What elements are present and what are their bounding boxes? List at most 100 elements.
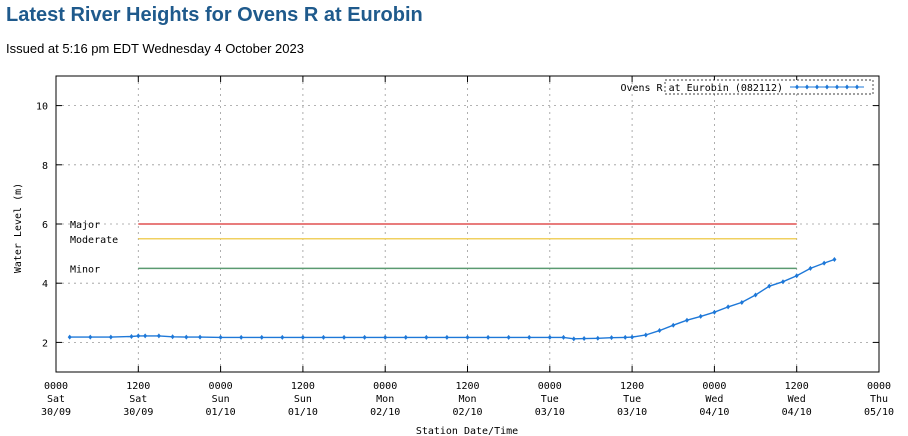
data-point <box>657 328 662 334</box>
data-point <box>698 313 703 319</box>
x-tick-label: 1200 <box>620 381 644 392</box>
x-tick-label: 1200 <box>785 381 809 392</box>
y-tick-label: 8 <box>42 161 48 172</box>
x-tick-label: Sat <box>129 394 147 405</box>
x-tick-label: 0000 <box>867 381 891 392</box>
data-point <box>822 260 827 266</box>
data-point <box>362 334 367 340</box>
x-tick-label: 0000 <box>209 381 233 392</box>
data-point <box>609 335 614 341</box>
legend-marker <box>845 84 849 90</box>
threshold-label-minor: Minor <box>70 264 100 275</box>
x-axis: 0000 Sat 30/09 1200 Sat 30/09 0000 Sun 01/10 1200… <box>41 76 894 418</box>
x-tick-label: Wed <box>788 394 806 405</box>
threshold-label-major: Major <box>70 220 100 231</box>
x-tick-label: Tue <box>541 394 559 405</box>
data-point <box>595 335 600 341</box>
data-point <box>280 334 285 340</box>
y-tick-label: 10 <box>36 102 48 113</box>
data-point <box>712 309 717 315</box>
data-point <box>108 334 113 340</box>
x-tick-label: Wed <box>705 394 723 405</box>
data-point <box>259 334 264 340</box>
x-tick-label: Mon <box>376 394 394 405</box>
data-point <box>753 292 758 298</box>
data-point <box>465 334 470 340</box>
x-tick-label: 03/10 <box>617 407 647 418</box>
data-point <box>671 322 676 328</box>
legend-marker <box>805 84 809 90</box>
x-tick-label: 30/09 <box>123 407 153 418</box>
legend-marker <box>795 84 799 90</box>
legend-marker <box>855 84 859 90</box>
data-point <box>88 334 93 340</box>
data-point <box>527 334 532 340</box>
data-point <box>67 334 72 340</box>
x-tick-label: Mon <box>458 394 476 405</box>
x-tick-label: 01/10 <box>206 407 236 418</box>
x-tick-label: Sat <box>47 394 65 405</box>
data-point <box>571 336 576 342</box>
y-axis: 2 4 6 8 10 <box>36 102 879 349</box>
legend-box <box>664 79 874 95</box>
x-tick-label: 02/10 <box>370 407 400 418</box>
page-title: Latest River Heights for Ovens R at Euro… <box>6 4 423 26</box>
data-point <box>170 334 175 340</box>
data-point <box>623 334 628 340</box>
threshold-lines: Major Moderate Minor <box>70 220 797 275</box>
y-axis-label: Water Level (m) <box>13 183 24 273</box>
data-point <box>506 334 511 340</box>
data-point <box>424 334 429 340</box>
threshold-label-moderate: Moderate <box>70 235 118 246</box>
data-point <box>582 336 587 342</box>
x-tick-label: 1200 <box>126 381 150 392</box>
data-point <box>342 334 347 340</box>
data-point <box>444 334 449 340</box>
data-point <box>767 283 772 289</box>
data-point <box>198 334 203 340</box>
data-point <box>403 334 408 340</box>
y-tick-label: 4 <box>42 279 48 290</box>
data-point <box>547 334 552 340</box>
data-point <box>218 334 223 340</box>
data-point <box>630 334 635 340</box>
legend-marker <box>835 84 839 90</box>
data-point <box>643 332 648 338</box>
data-point <box>184 334 189 340</box>
series-line <box>69 258 835 340</box>
data-point <box>136 333 141 339</box>
x-tick-label: Sun <box>294 394 312 405</box>
x-tick-label: Sun <box>212 394 230 405</box>
x-tick-label: Tue <box>623 394 641 405</box>
data-point <box>156 333 161 339</box>
x-tick-label: 01/10 <box>288 407 318 418</box>
data-point <box>780 279 785 285</box>
legend-marker <box>815 84 819 90</box>
data-point <box>383 334 388 340</box>
data-point <box>726 304 731 310</box>
x-tick-label: Thu <box>870 394 888 405</box>
x-tick-label: 05/10 <box>864 407 894 418</box>
data-point <box>129 333 134 339</box>
data-point <box>832 257 837 263</box>
data-point <box>143 333 148 339</box>
data-point <box>300 334 305 340</box>
issued-timestamp: Issued at 5:16 pm EDT Wednesday 4 Octobe… <box>6 41 304 56</box>
data-point <box>239 334 244 340</box>
series-layer <box>67 257 837 342</box>
x-tick-label: 30/09 <box>41 407 71 418</box>
data-point <box>794 273 799 279</box>
x-tick-label: 0000 <box>538 381 562 392</box>
x-tick-label: 0000 <box>702 381 726 392</box>
x-tick-label: 02/10 <box>452 407 482 418</box>
y-tick-label: 2 <box>42 338 48 349</box>
x-tick-label: 1200 <box>455 381 479 392</box>
legend-label: Ovens R at Eurobin (082112) <box>620 83 783 94</box>
data-point <box>739 299 744 305</box>
x-tick-label: 04/10 <box>782 407 812 418</box>
data-point <box>486 334 491 340</box>
data-point <box>561 334 566 340</box>
x-axis-label: Station Date/Time <box>416 426 518 436</box>
legend: Ovens R at Eurobin (082112) <box>620 79 874 95</box>
